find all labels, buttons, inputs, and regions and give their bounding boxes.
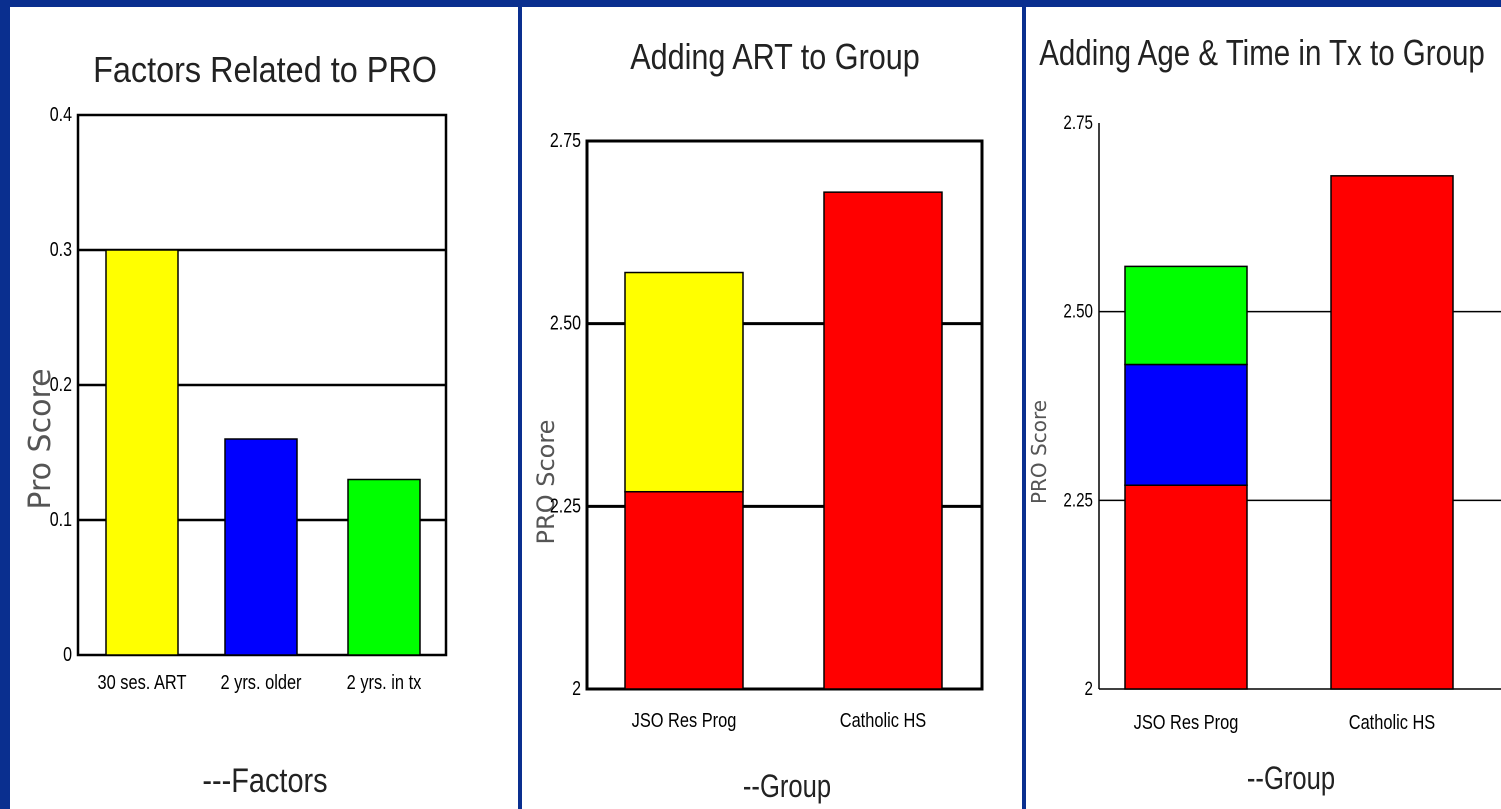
bar xyxy=(347,478,421,656)
x-tick-label: JSO Res Prog xyxy=(1134,710,1239,733)
bar xyxy=(1124,363,1248,486)
x-tick-label: 2 yrs. in tx xyxy=(347,670,422,693)
bar xyxy=(1124,265,1248,366)
x-axis-label: --Group xyxy=(1247,761,1335,796)
chart-title: Factors Related to PRO xyxy=(93,50,437,90)
x-axis-label: ---Factors xyxy=(202,761,327,800)
bar xyxy=(823,191,943,690)
bar xyxy=(224,438,298,656)
chart-adding-art: Adding ART to Group PRO Score --Group 2 2… xyxy=(532,38,984,805)
x-tick-label: JSO Res Prog xyxy=(632,708,737,731)
y-tick-label: 2.25 xyxy=(550,495,581,517)
bar xyxy=(624,271,744,493)
chart-panel-factors: Factors Related to PRO Pro Score ---Fact… xyxy=(10,7,518,809)
y-tick-label: 2.50 xyxy=(550,312,581,334)
y-tick-label: 0 xyxy=(63,643,72,665)
y-tick-label: 2.25 xyxy=(1063,489,1093,511)
plot-frame xyxy=(585,139,984,691)
y-tick-label: 0.4 xyxy=(50,103,72,125)
y-axis-label: Pro Score xyxy=(23,368,58,509)
x-axis-label: --Group xyxy=(743,769,831,804)
x-tick-label: 2 yrs. older xyxy=(220,670,301,693)
chart-panel-adding-age-time: Adding Age & Time in Tx to Group PRO Sco… xyxy=(1026,7,1501,809)
chart-factors: Factors Related to PRO Pro Score ---Fact… xyxy=(23,50,448,800)
bar xyxy=(624,490,744,690)
chart-panel-adding-art: Adding ART to Group PRO Score --Group 2 2… xyxy=(522,7,1022,809)
y-tick-label: 0.3 xyxy=(50,238,72,260)
y-tick-label: 2.75 xyxy=(550,129,581,151)
chart-adding-age-time: Adding Age & Time in Tx to Group PRO Sco… xyxy=(1027,32,1501,797)
bar xyxy=(1330,175,1454,690)
y-tick-label: 2.75 xyxy=(1063,111,1093,133)
bar xyxy=(1124,484,1248,690)
bar xyxy=(105,249,179,656)
y-axis-label: PRO Score xyxy=(532,420,560,545)
y-tick-label: 0.2 xyxy=(50,373,72,395)
y-tick-label: 2 xyxy=(1085,677,1093,699)
y-tick-label: 2.50 xyxy=(1063,300,1093,322)
y-tick-label: 2 xyxy=(572,677,581,699)
chart-title: Adding Age & Time in Tx to Group xyxy=(1039,32,1485,72)
x-tick-label: Catholic HS xyxy=(1349,710,1435,733)
x-tick-label: 30 ses. ART xyxy=(98,670,187,693)
y-tick-label: 0.1 xyxy=(50,508,72,530)
y-axis-label: PRO Score xyxy=(1027,400,1051,504)
x-tick-label: Catholic HS xyxy=(840,708,926,731)
chart-title: Adding ART to Group xyxy=(630,38,920,78)
